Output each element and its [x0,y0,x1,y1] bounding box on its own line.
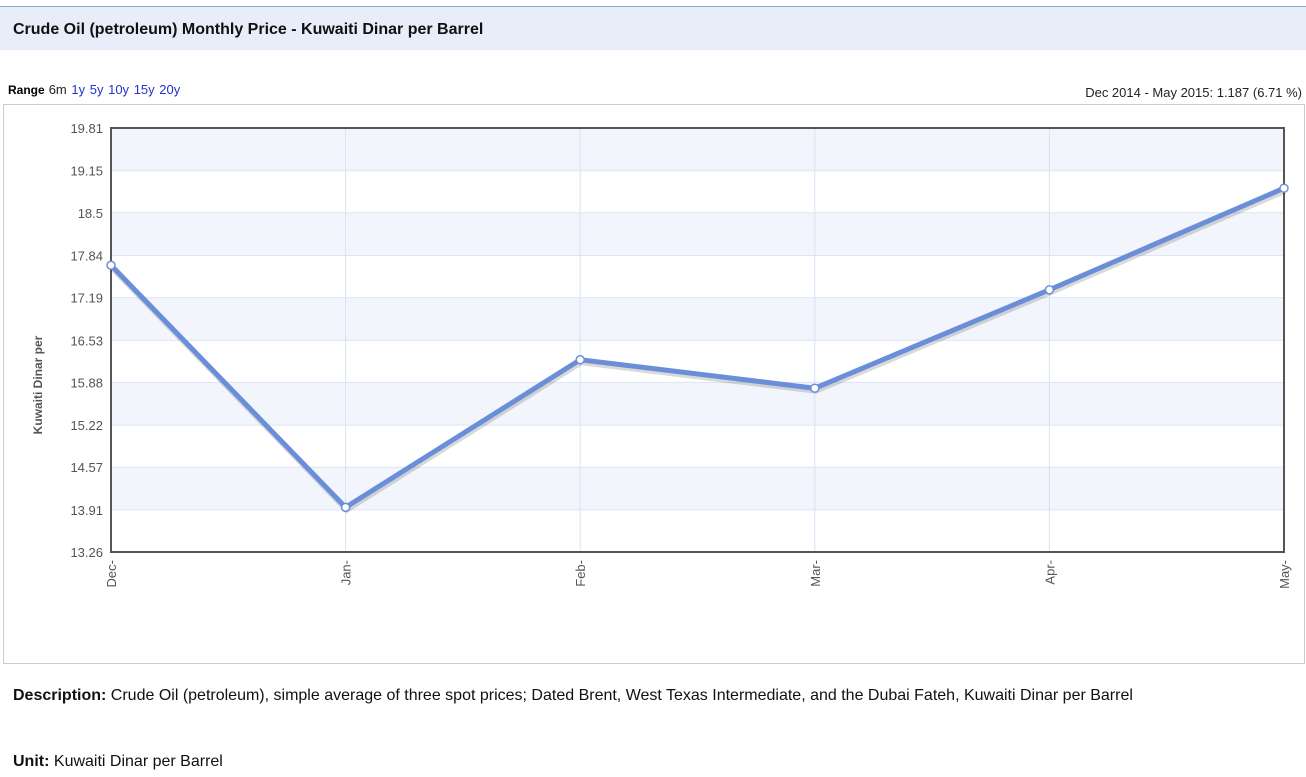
range-option[interactable]: 1y [71,82,86,97]
range-option[interactable]: 10y [108,82,130,97]
x-tick-label: Apr- [1042,560,1057,585]
point [106,260,116,270]
y-tick-label: 19.81 [70,121,103,136]
description-label: Description: [13,687,107,704]
grid-band [111,467,1284,510]
unit-text: Kuwaiti Dinar per Barrel [53,753,223,770]
y-tick-label: 14.57 [70,460,103,475]
y-tick-label: 13.26 [70,545,103,560]
range-option[interactable]: 15y [133,82,155,97]
description-text: Crude Oil (petroleum), simple average of… [110,687,1133,704]
point [575,354,585,365]
description: Description: Crude Oil (petroleum), simp… [13,686,1283,706]
y-tick-label: 17.84 [70,249,103,264]
grid-band [111,382,1284,426]
range-option[interactable]: 6m [48,82,67,97]
range-option[interactable]: 20y [159,82,181,97]
x-tick-label: Jan- [339,560,354,585]
title: Crude Oil (petroleum) Monthly Price - Ku… [13,21,484,38]
y-tick-label: 18.5 [78,206,103,221]
point [810,383,820,393]
chart: 13.26 13.91 14.57 15.22 15.88 16.53 17.19 17.84… [3,104,1305,664]
summary: Dec 2014 - May 2015: 1.187 (6.71 %) [1085,85,1302,100]
x-tick-label: May- [1277,560,1292,589]
grid-band [111,297,1284,341]
y-tick-label: 16.53 [70,333,103,348]
point [1044,285,1055,295]
point [1279,183,1289,193]
unit: Unit: Kuwaiti Dinar per Barrel [13,752,1283,772]
plot-border [110,127,1285,553]
range-selector: Range 6m 1y 5y 10y 15y 20y [8,82,181,97]
y-tick-label: 15.22 [70,418,103,433]
y-tick-label: 13.91 [70,503,103,518]
range-label: Range [8,83,45,97]
header: Crude Oil (petroleum) Monthly Price - Ku… [0,6,1306,50]
grid-band [111,212,1284,256]
x-tick-label: Dec- [104,560,119,587]
range-option[interactable]: 5y [89,82,104,97]
y-tick-label: 15.88 [70,375,103,390]
y-tick-label: 17.19 [70,291,103,306]
y-tick-label: 19.15 [70,164,103,179]
y-axis-label: Kuwaiti Dinar per [31,335,45,434]
unit-label: Unit: [13,753,50,770]
line [109,185,1285,510]
grid-band [111,128,1284,171]
x-tick-label: Mar- [808,560,823,587]
x-tick-label: Feb- [573,560,588,587]
point [340,502,351,513]
